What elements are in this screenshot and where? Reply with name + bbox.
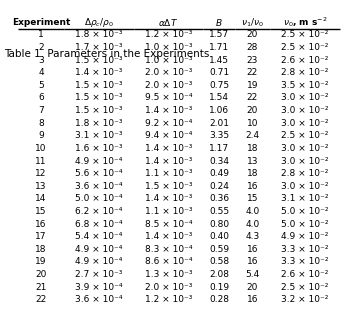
Text: Table 1. Parameters in the Experiments: Table 1. Parameters in the Experiments bbox=[4, 49, 209, 59]
